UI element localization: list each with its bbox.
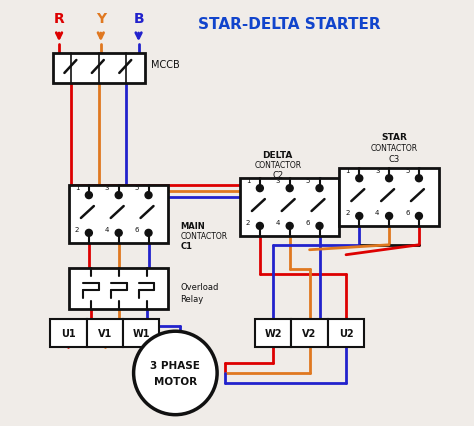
Text: 5: 5 <box>135 185 139 191</box>
Circle shape <box>256 223 264 230</box>
Bar <box>328 320 364 347</box>
Text: 3 PHASE: 3 PHASE <box>150 360 201 370</box>
Text: V2: V2 <box>302 328 317 338</box>
Bar <box>69 186 168 243</box>
Circle shape <box>386 176 392 182</box>
Text: 4: 4 <box>276 219 280 225</box>
Text: STAR: STAR <box>381 133 407 142</box>
Text: 4: 4 <box>375 210 380 216</box>
Text: 5: 5 <box>405 168 410 174</box>
Text: W1: W1 <box>132 328 150 338</box>
Text: 1: 1 <box>75 185 80 191</box>
Text: CONTACTOR: CONTACTOR <box>371 144 418 153</box>
Circle shape <box>145 230 152 237</box>
Text: 6: 6 <box>405 210 410 216</box>
Text: 5: 5 <box>306 178 310 184</box>
Text: C2: C2 <box>272 171 283 180</box>
Bar <box>292 320 328 347</box>
Text: U1: U1 <box>61 328 76 338</box>
Text: 3: 3 <box>105 185 109 191</box>
Circle shape <box>134 331 217 414</box>
Text: C3: C3 <box>389 155 400 164</box>
Text: 1: 1 <box>346 168 350 174</box>
Text: CONTACTOR: CONTACTOR <box>254 161 301 170</box>
Circle shape <box>415 176 422 182</box>
Circle shape <box>316 185 323 192</box>
Text: V1: V1 <box>98 328 112 338</box>
Text: 6: 6 <box>306 219 310 225</box>
Text: C1: C1 <box>180 241 192 250</box>
Text: R: R <box>54 12 64 26</box>
Text: B: B <box>133 12 144 26</box>
Bar <box>50 320 87 347</box>
Bar <box>69 268 168 310</box>
Text: Relay: Relay <box>180 294 204 303</box>
Bar <box>123 320 159 347</box>
Text: 2: 2 <box>75 226 79 232</box>
Text: 3: 3 <box>276 178 280 184</box>
Text: U2: U2 <box>339 328 353 338</box>
Bar <box>255 320 292 347</box>
Circle shape <box>115 230 122 237</box>
Circle shape <box>115 192 122 199</box>
Circle shape <box>386 213 392 220</box>
Bar <box>339 169 439 226</box>
Bar <box>240 179 339 236</box>
Text: 2: 2 <box>346 210 350 216</box>
Circle shape <box>415 213 422 220</box>
Circle shape <box>85 230 92 237</box>
Text: W2: W2 <box>264 328 282 338</box>
Circle shape <box>286 223 293 230</box>
Circle shape <box>356 176 363 182</box>
Text: 6: 6 <box>135 226 139 232</box>
Text: 4: 4 <box>105 226 109 232</box>
Bar <box>87 320 123 347</box>
Text: DELTA: DELTA <box>263 151 293 160</box>
Text: MAIN: MAIN <box>180 222 205 230</box>
Circle shape <box>316 223 323 230</box>
Text: CONTACTOR: CONTACTOR <box>180 231 228 240</box>
Text: MOTOR: MOTOR <box>154 376 197 386</box>
Text: Overload: Overload <box>180 282 219 291</box>
Text: 2: 2 <box>246 219 250 225</box>
Circle shape <box>286 185 293 192</box>
Circle shape <box>356 213 363 220</box>
Text: STAR-DELTA STARTER: STAR-DELTA STARTER <box>199 17 381 32</box>
Circle shape <box>145 192 152 199</box>
Text: MCCB: MCCB <box>151 60 179 70</box>
Text: 1: 1 <box>246 178 250 184</box>
Bar <box>53 54 145 83</box>
Circle shape <box>256 185 264 192</box>
Circle shape <box>85 192 92 199</box>
Text: 3: 3 <box>375 168 380 174</box>
Text: Y: Y <box>96 12 106 26</box>
